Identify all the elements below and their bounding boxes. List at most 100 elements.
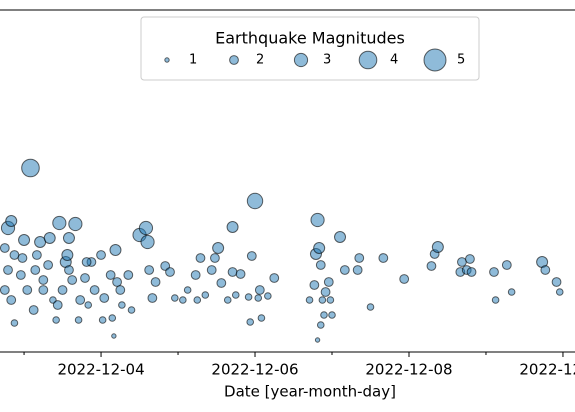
- point: [80, 273, 90, 283]
- point: [127, 306, 136, 314]
- point: [123, 270, 134, 280]
- point: [501, 260, 512, 270]
- point: [235, 269, 246, 279]
- point: [138, 220, 154, 236]
- point: [318, 296, 327, 304]
- point: [246, 318, 255, 326]
- point: [246, 192, 264, 210]
- point: [212, 242, 225, 254]
- point: [3, 265, 13, 275]
- point: [28, 305, 39, 315]
- point: [320, 311, 328, 319]
- point: [190, 270, 201, 280]
- point: [320, 287, 331, 297]
- point: [61, 249, 74, 261]
- point: [223, 296, 232, 304]
- point: [328, 311, 336, 319]
- point: [111, 333, 117, 339]
- point: [150, 277, 161, 287]
- point: [313, 242, 326, 254]
- point: [57, 285, 68, 295]
- point: [244, 293, 253, 301]
- point: [489, 267, 499, 277]
- legend-marker: [229, 55, 239, 65]
- point: [310, 212, 325, 228]
- legend-marker: [293, 52, 309, 68]
- point: [399, 274, 410, 284]
- point: [309, 280, 320, 290]
- point: [378, 253, 389, 263]
- point: [171, 294, 179, 302]
- point: [231, 291, 240, 299]
- point: [17, 253, 28, 263]
- point: [21, 158, 40, 178]
- point: [226, 221, 239, 233]
- point: [315, 260, 326, 270]
- point: [144, 265, 155, 275]
- point: [555, 288, 564, 296]
- point: [316, 321, 325, 329]
- legend-label: 1: [189, 53, 197, 68]
- x-tick-label: 2022-12-04: [57, 361, 144, 379]
- point: [68, 216, 83, 232]
- legend-marker: [423, 48, 447, 72]
- point: [431, 241, 444, 253]
- point: [206, 265, 217, 275]
- point: [193, 296, 202, 304]
- point: [246, 251, 257, 261]
- point: [89, 285, 100, 295]
- point: [264, 292, 272, 300]
- point: [15, 270, 26, 280]
- x-tick-label: 2022-12-10: [519, 361, 575, 379]
- point: [115, 285, 126, 295]
- point: [9, 250, 20, 260]
- point: [105, 270, 116, 280]
- x-axis-label: Date [year-month-day]: [224, 383, 396, 401]
- point: [62, 232, 75, 244]
- point: [339, 265, 350, 275]
- point: [457, 257, 467, 267]
- point: [183, 286, 192, 294]
- point: [165, 267, 175, 277]
- point: [18, 234, 31, 246]
- point: [98, 316, 107, 324]
- point: [201, 291, 210, 299]
- point: [227, 267, 238, 277]
- point: [466, 267, 477, 277]
- point: [75, 295, 86, 305]
- point: [112, 277, 122, 287]
- point: [52, 215, 67, 231]
- point: [366, 303, 375, 311]
- point: [269, 273, 280, 283]
- point: [38, 285, 49, 295]
- point: [314, 337, 321, 343]
- point: [38, 275, 49, 285]
- point: [326, 296, 335, 304]
- legend-marker: [358, 50, 378, 70]
- point: [551, 277, 562, 287]
- point: [81, 257, 92, 267]
- point: [5, 215, 18, 227]
- point: [6, 295, 17, 305]
- point: [67, 275, 78, 285]
- point: [465, 254, 475, 264]
- legend-label: 3: [323, 53, 331, 68]
- point: [43, 260, 54, 270]
- point: [254, 294, 263, 302]
- point: [305, 296, 314, 304]
- point: [108, 314, 117, 322]
- point: [334, 231, 347, 243]
- point: [118, 301, 126, 309]
- point: [323, 277, 334, 287]
- point: [96, 250, 106, 260]
- point: [354, 253, 365, 263]
- point: [179, 296, 187, 304]
- legend-marker: [164, 57, 170, 63]
- point: [64, 265, 74, 275]
- legend-box: [140, 16, 480, 81]
- point: [52, 300, 63, 310]
- legend-label: 2: [256, 53, 264, 68]
- point: [52, 316, 60, 324]
- point: [0, 285, 10, 295]
